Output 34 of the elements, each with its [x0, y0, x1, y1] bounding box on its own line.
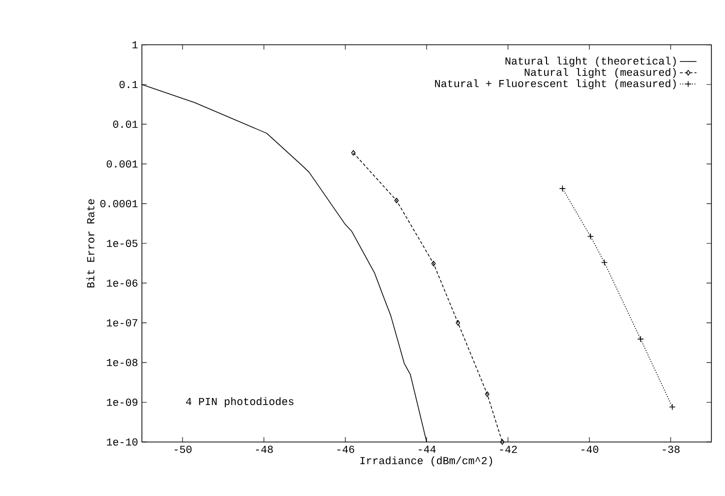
y-tick-label: 0.001: [106, 160, 138, 168]
x-tick-label: -40: [581, 446, 598, 454]
y-tick-label: 0.1: [120, 81, 138, 88]
x-tick-label: -46: [337, 446, 354, 454]
y-tick-label: 0.0001: [100, 200, 138, 208]
y-tick-label: 1e-09: [106, 398, 138, 406]
y-tick-label: 1e-08: [106, 359, 138, 366]
legend-label: Natural light (measured): [524, 68, 676, 78]
point: [669, 404, 676, 411]
point: [601, 259, 608, 266]
point: [431, 261, 436, 267]
x-axis-title: Irradiance (dBm/cm^2): [360, 456, 492, 467]
x-tick-label: -48: [256, 446, 273, 454]
x-tick-label: -44: [418, 446, 436, 453]
point: [351, 150, 356, 156]
annotation: 4 PIN photodiodes: [186, 398, 294, 408]
y-axis-title: Bit Error Rate: [86, 200, 94, 288]
point: [456, 320, 460, 326]
point: [485, 392, 490, 398]
point: [559, 186, 566, 192]
legend-label: Natural + Fluorescent light (measured): [435, 80, 676, 90]
x-tick-label: -50: [174, 446, 192, 454]
y-tick-label: 1e-07: [106, 319, 138, 327]
point: [637, 336, 644, 343]
y-tick-label: 1e-06: [106, 280, 138, 287]
y-tick-label: 1e-05: [106, 240, 138, 248]
y-tick-label: 1: [132, 42, 138, 49]
point: [394, 198, 399, 204]
x-tick-label: -38: [662, 446, 680, 454]
legend-label: Natural light (theoretical): [506, 57, 676, 67]
y-tick-label: 0.01: [113, 120, 138, 128]
y-tick-label: 1e-10: [106, 438, 138, 446]
point: [587, 233, 594, 240]
x-tick-label: -42: [500, 446, 517, 454]
